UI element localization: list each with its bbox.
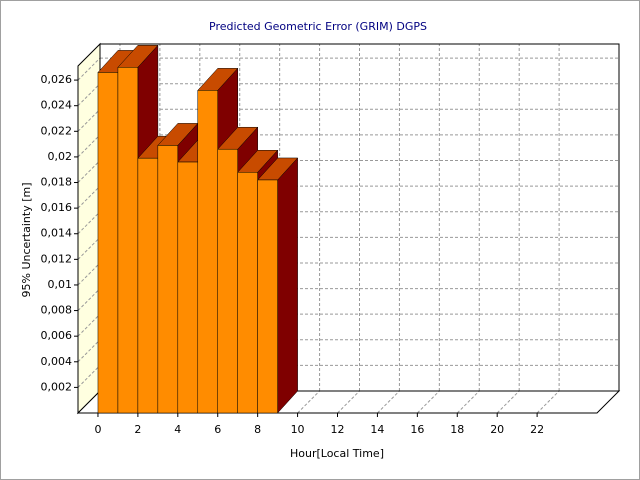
grid-line — [416, 390, 440, 414]
bar — [137, 157, 159, 414]
x-tick-label: 18 — [450, 423, 464, 436]
grid-line — [496, 390, 520, 414]
bar — [197, 90, 218, 414]
left-wall — [77, 42, 101, 415]
x-tick-label: 4 — [174, 423, 181, 436]
grid-line — [77, 211, 101, 235]
bar-side — [277, 157, 298, 414]
grid-line — [77, 108, 101, 132]
grid-line — [77, 160, 101, 183]
grid-line — [77, 236, 101, 260]
y-tick-label: 0,004 — [41, 355, 73, 368]
chart-title: Predicted Geometric Error (GRIM) DGPS — [209, 20, 427, 33]
grid-line — [456, 390, 480, 414]
grid-line — [77, 339, 101, 363]
grid-line — [77, 365, 101, 388]
bar — [177, 161, 199, 414]
x-tick-label: 14 — [370, 423, 384, 436]
grid-line — [77, 288, 101, 311]
grid-line — [77, 185, 101, 209]
x-tick-label: 6 — [214, 423, 221, 436]
y-tick-label: 0,026 — [41, 73, 73, 86]
grid-line — [297, 390, 320, 414]
bar — [257, 179, 278, 414]
grid-line — [77, 134, 101, 158]
x-tick-label: 12 — [331, 423, 345, 436]
bar — [117, 67, 139, 414]
y-tick-label: 0,018 — [41, 176, 73, 189]
y-tick-label: 0,008 — [41, 304, 73, 317]
y-tick-label: 0,012 — [41, 252, 73, 265]
bar — [217, 148, 238, 414]
y-tick-label: 0,006 — [41, 329, 73, 342]
y-tick-label: 0,022 — [41, 124, 73, 137]
x-axis-label: Hour[Local Time] — [290, 447, 384, 460]
grid-line — [77, 57, 101, 81]
y-tick-label: 0,024 — [41, 99, 73, 112]
x-tick-label: 22 — [530, 423, 544, 436]
bar — [97, 72, 119, 414]
grid-line — [77, 83, 101, 107]
bar — [237, 172, 258, 414]
y-tick-label: 0,02 — [48, 150, 73, 163]
x-tick-label: 0 — [94, 423, 101, 436]
y-tick-label: 0,01 — [48, 278, 73, 291]
grid-line — [77, 313, 101, 337]
y-tick-label: 0,014 — [41, 227, 73, 240]
x-tick-label: 20 — [490, 423, 504, 436]
y-tick-label: 0,002 — [41, 380, 73, 393]
x-tick-label: 8 — [254, 423, 261, 436]
x-tick-label: 16 — [410, 423, 424, 436]
bar — [157, 145, 179, 414]
y-tick-label: 0,016 — [41, 201, 73, 214]
x-tick-label: 2 — [134, 423, 141, 436]
grid-line — [536, 390, 560, 414]
grid-line — [377, 390, 400, 414]
y-axis-label: 95% Uncertainty [m] — [20, 182, 33, 297]
grid-line — [77, 262, 101, 286]
grid-line — [337, 390, 360, 414]
x-tick-label: 10 — [291, 423, 305, 436]
